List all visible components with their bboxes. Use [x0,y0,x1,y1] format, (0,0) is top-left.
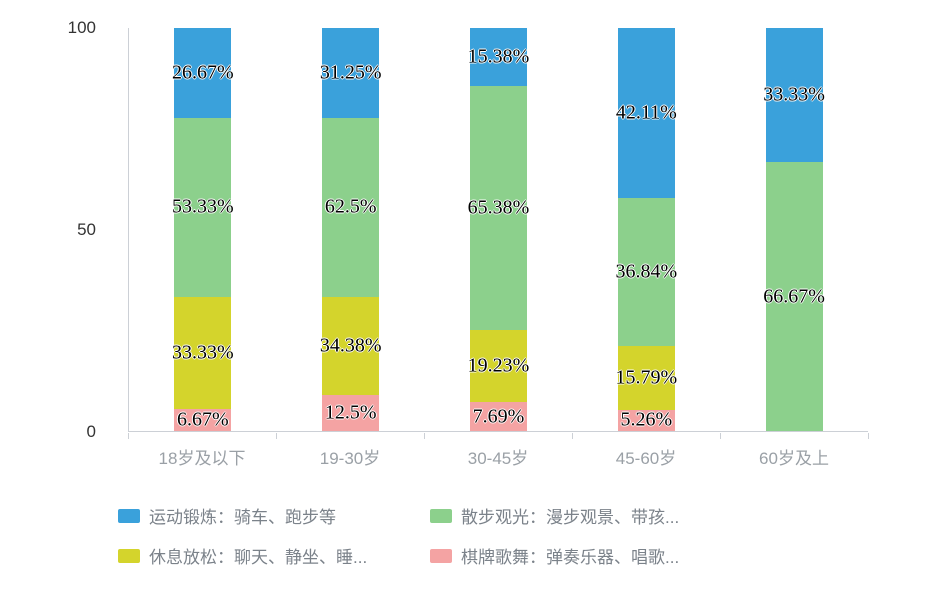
segment-value-label: 36.84% [615,260,678,283]
category-label: 45-60岁 [615,449,677,468]
legend-item[interactable]: 散步观光：漫步观景、带孩... [430,503,679,528]
legend-swatch-icon [118,548,140,563]
bar-segment[interactable]: 66.67% [763,162,825,431]
y-axis-label: 50 [77,220,96,239]
category-label: 30-45岁 [467,449,529,468]
segment-value-label: 33.33% [172,341,234,364]
x-axis-tick [424,433,425,439]
segment-value-label: 19.23% [467,354,530,377]
legend: 运动锻炼：骑车、跑步等 散步观光：漫步观景、带孩... 休息放松：聊天、静坐、睡..… [118,503,679,568]
category-label: 60岁及上 [759,449,829,468]
segment-value-label: 15.79% [615,366,678,389]
bar-segment[interactable]: 65.38% [467,85,530,331]
x-axis-tick [720,433,721,439]
y-axis-label: 0 [86,422,96,441]
bar-segment[interactable]: 36.84% [615,197,678,347]
segment-value-label: 34.38% [319,334,382,357]
segment-value-label: 31.25% [319,61,382,84]
segment-value-label: 62.5% [324,195,377,218]
segment-value-label: 65.38% [467,196,530,219]
legend-swatch-icon [118,508,140,523]
stacked-bar: 42.11% 36.84% 15.79% 5.26% [615,28,678,431]
legend-item[interactable]: 运动锻炼：骑车、跑步等 [118,503,430,528]
x-axis-tick [128,433,129,439]
bar-segment[interactable]: 15.38% [467,28,530,86]
y-axis: 100 50 0 [0,18,96,441]
bar-slot: 42.11% 36.84% 15.79% 5.26% [572,28,720,431]
bar-segment[interactable]: 53.33% [172,117,234,297]
y-axis-label: 100 [67,18,96,37]
bar-segment[interactable]: 12.5% [322,395,380,431]
x-axis-ticks [128,432,869,439]
legend-swatch-icon [430,508,452,523]
bar-segment[interactable]: 62.5% [322,117,380,297]
bar-slot: 15.38% 65.38% 19.23% 7.69% [425,28,573,431]
bars-container: 26.67% 53.33% 33.33% 6.67% 31.25% 62.5% 34.38%… [129,28,868,431]
stacked-bar: 15.38% 65.38% 19.23% 7.69% [467,28,530,431]
legend-swatch-icon [430,548,452,563]
legend-item[interactable]: 棋牌歌舞：弹奏乐器、唱歌... [430,543,679,568]
bar-segment[interactable]: 34.38% [319,296,382,396]
bar-segment[interactable]: 15.79% [615,346,678,410]
bar-slot: 31.25% 62.5% 34.38% 12.5% [277,28,425,431]
x-axis-tick [276,433,277,439]
legend-label: 棋牌歌舞：弹奏乐器、唱歌... [461,548,680,567]
stacked-bar: 26.67% 53.33% 33.33% 6.67% [172,28,234,431]
legend-label: 休息放松：聊天、静坐、睡... [149,548,368,567]
bar-segment[interactable]: 6.67% [174,408,232,431]
segment-value-label: 66.67% [763,285,825,308]
x-axis-tick [572,433,573,439]
segment-value-label: 26.67% [172,61,234,84]
segment-value-label: 7.69% [472,405,525,428]
legend-item[interactable]: 休息放松：聊天、静坐、睡... [118,543,430,568]
bar-segment[interactable]: 42.11% [615,28,677,198]
plot-area: 26.67% 53.33% 33.33% 6.67% 31.25% 62.5% 34.38%… [128,28,868,432]
segment-value-label: 42.11% [615,101,677,124]
bar-slot: 26.67% 53.33% 33.33% 6.67% [129,28,277,431]
bar-segment[interactable]: 7.69% [469,402,527,431]
bar-segment[interactable]: 5.26% [617,408,675,431]
segment-value-label: 5.26% [620,408,673,431]
segment-value-label: 12.5% [324,401,377,424]
x-axis-tick [868,433,869,439]
legend-label: 散步观光：漫步观景、带孩... [461,508,680,527]
legend-label: 运动锻炼：骑车、跑步等 [149,508,336,527]
x-axis-category-labels: 18岁及以下 19-30岁 30-45岁 45-60岁 60岁及上 [128,444,868,469]
bar-segment[interactable]: 31.25% [319,28,382,118]
stacked-bar: 33.33% 66.67% [763,28,825,431]
bar-segment[interactable]: 26.67% [172,28,234,118]
bar-segment[interactable]: 33.33% [172,296,234,409]
bar-segment[interactable]: 33.33% [763,28,825,163]
stacked-bar: 31.25% 62.5% 34.38% 12.5% [319,28,382,431]
category-label: 18岁及以下 [158,449,246,468]
bar-slot: 33.33% 66.67% [720,28,868,431]
bar-segment[interactable]: 19.23% [467,330,530,403]
segment-value-label: 15.38% [467,45,530,68]
segment-value-label: 33.33% [763,83,825,106]
segment-value-label: 6.67% [177,408,229,431]
segment-value-label: 53.33% [172,195,234,218]
category-label: 19-30岁 [319,449,381,468]
